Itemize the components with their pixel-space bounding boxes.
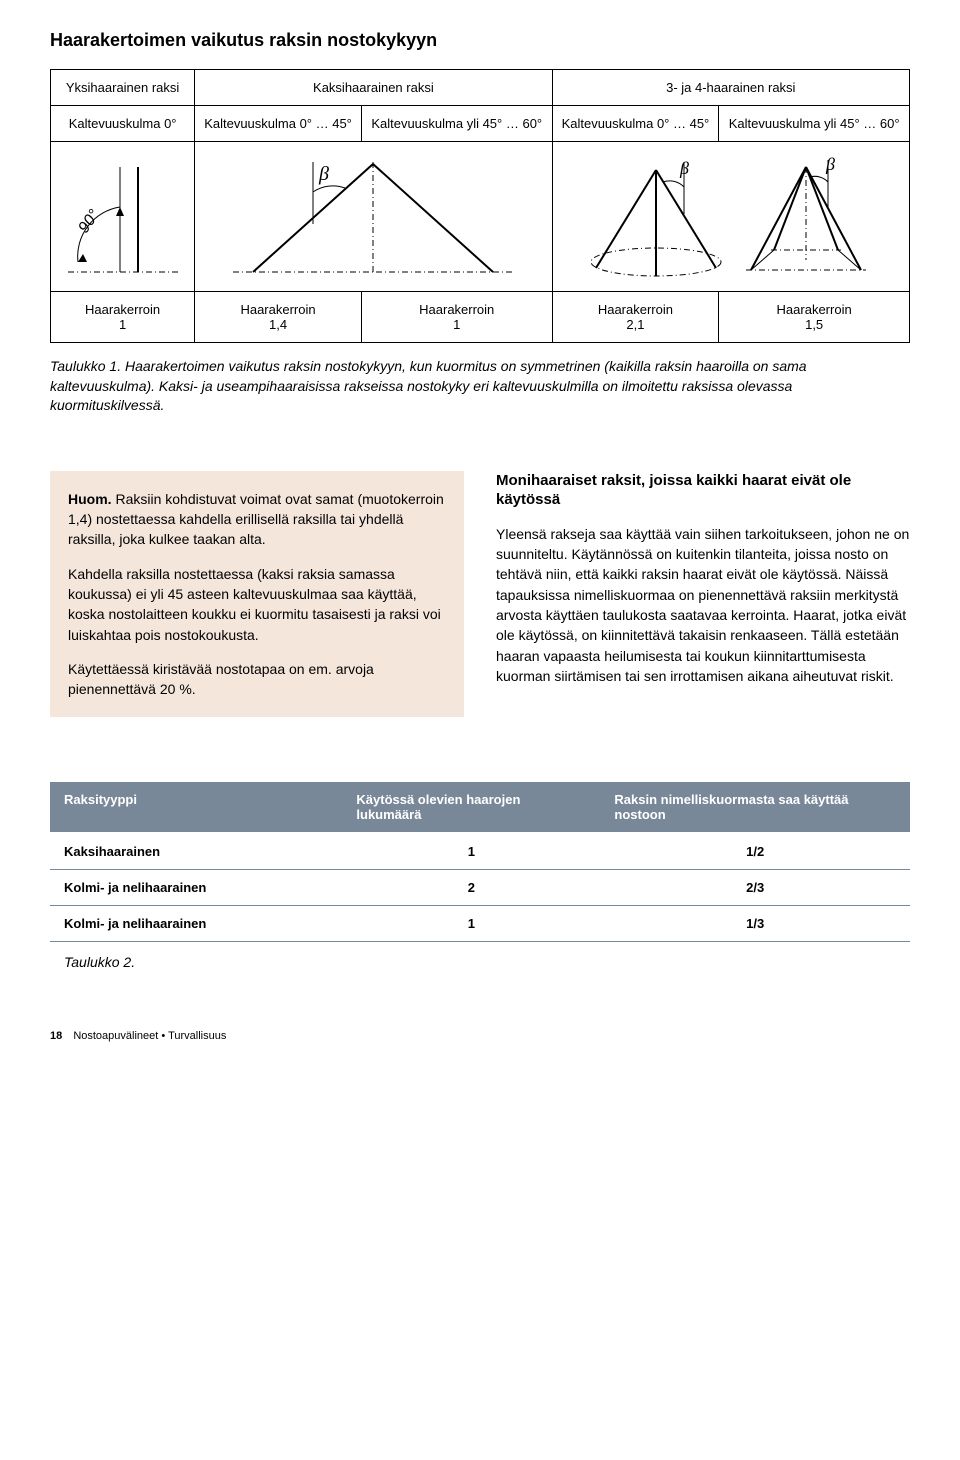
diagram-single: 90°	[51, 142, 195, 292]
table-2-caption: Taulukko 2.	[64, 954, 910, 970]
t2-r1c2: 2	[342, 870, 600, 906]
t1-h2: Kaksihaarainen raksi	[195, 70, 552, 106]
t1-f1: Haarakerroin1	[51, 292, 195, 343]
t1-h3: 3- ja 4-haarainen raksi	[552, 70, 909, 106]
t1-s4: Kaltevuuskulma 0° … 45°	[552, 106, 719, 142]
t1-s5: Kaltevuuskulma yli 45° … 60°	[719, 106, 910, 142]
t2-h3: Raksin nimelliskuormasta saa käyttää nos…	[600, 782, 910, 833]
footer-text: Nostoapuvälineet • Turvallisuus	[73, 1030, 226, 1042]
table-row: Kolmi- ja nelihaarainen 2 2/3	[50, 870, 910, 906]
t2-r0c1: Kaksihaarainen	[50, 833, 342, 870]
page-footer: 18 Nostoapuvälineet • Turvallisuus	[50, 1030, 910, 1042]
t2-r1c1: Kolmi- ja nelihaarainen	[50, 870, 342, 906]
svg-text:β: β	[679, 158, 689, 178]
page-number: 18	[50, 1030, 62, 1042]
t1-f5: Haarakerroin1,5	[719, 292, 910, 343]
diagram-multi: β β	[552, 142, 909, 292]
table-1: Yksihaarainen raksi Kaksihaarainen raksi…	[50, 69, 910, 343]
t2-r1c3: 2/3	[600, 870, 910, 906]
t1-h1: Yksihaarainen raksi	[51, 70, 195, 106]
svg-text:β: β	[825, 154, 835, 174]
t1-s2: Kaltevuuskulma 0° … 45°	[195, 106, 362, 142]
t2-h2: Käytössä olevien haarojen lukumäärä	[342, 782, 600, 833]
table-1-caption: Taulukko 1. Haarakertoimen vaikutus raks…	[50, 357, 910, 416]
right-body: Yleensä rakseja saa käyttää vain siihen …	[496, 524, 910, 686]
svg-text:90°: 90°	[75, 206, 103, 236]
note-box: Huom. Huom. Raksiin kohdistuvat voimat o…	[50, 471, 464, 718]
t1-s3: Kaltevuuskulma yli 45° … 60°	[361, 106, 552, 142]
table-row: Kolmi- ja nelihaarainen 1 1/3	[50, 906, 910, 942]
diagram-double: β	[195, 142, 552, 292]
t1-s1: Kaltevuuskulma 0°	[51, 106, 195, 142]
t2-r0c2: 1	[342, 833, 600, 870]
svg-text:β: β	[318, 163, 329, 185]
right-heading: Monihaaraiset raksit, joissa kaikki haar…	[496, 471, 910, 510]
t2-h1: Raksityyppi	[50, 782, 342, 833]
t1-f2: Haarakerroin1,4	[195, 292, 362, 343]
table-2: Raksityyppi Käytössä olevien haarojen lu…	[50, 782, 910, 942]
t1-f3: Haarakerroin1	[361, 292, 552, 343]
t2-r0c3: 1/2	[600, 833, 910, 870]
t2-r2c1: Kolmi- ja nelihaarainen	[50, 906, 342, 942]
note-p1: Huom. Huom. Raksiin kohdistuvat voimat o…	[68, 489, 446, 550]
t1-f4: Haarakerroin2,1	[552, 292, 719, 343]
t2-r2c3: 1/3	[600, 906, 910, 942]
page-title: Haarakertoimen vaikutus raksin nostokyky…	[50, 30, 910, 51]
table-row: Kaksihaarainen 1 1/2	[50, 833, 910, 870]
t2-r2c2: 1	[342, 906, 600, 942]
note-p2: Kahdella raksilla nostettaessa (kaksi ra…	[68, 564, 446, 645]
note-p3: Käytettäessä kiristävää nostotapaa on em…	[68, 659, 446, 700]
